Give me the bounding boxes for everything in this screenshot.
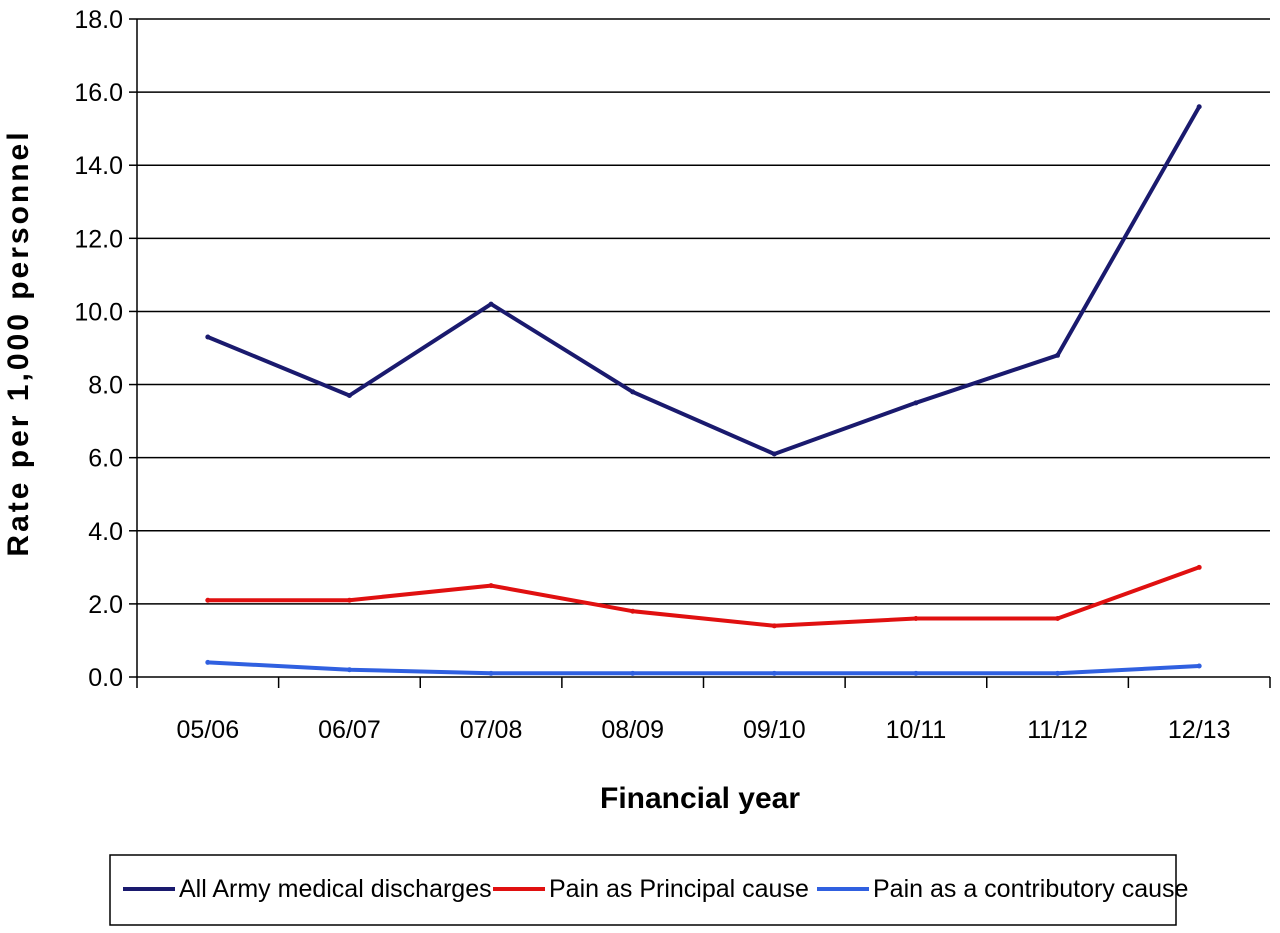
- x-tick-label: 06/07: [318, 716, 381, 744]
- data-point: [1196, 564, 1202, 570]
- legend-label: All Army medical discharges: [179, 875, 492, 903]
- x-tick-label: 08/09: [601, 716, 664, 744]
- data-point: [1055, 352, 1061, 358]
- y-tick-label: 0.0: [88, 664, 123, 692]
- data-point: [913, 616, 919, 622]
- y-tick-label: 10.0: [74, 298, 123, 326]
- data-point: [488, 670, 494, 676]
- data-point: [1055, 616, 1061, 622]
- series-lines: [205, 104, 1202, 676]
- x-axis-title: Financial year: [600, 782, 800, 815]
- data-point: [630, 389, 636, 395]
- x-tick-label: 10/11: [886, 716, 947, 744]
- legend: All Army medical discharges Pain as Princ…: [109, 854, 1188, 926]
- y-tick-label: 8.0: [88, 372, 123, 400]
- data-point: [346, 667, 352, 673]
- series-line: [205, 104, 1202, 456]
- legend-box: [109, 854, 1177, 926]
- y-tick-label: 2.0: [88, 591, 123, 619]
- y-axis-title: Rate per 1,000 personnel: [2, 129, 35, 556]
- data-point: [771, 670, 777, 676]
- data-point: [630, 608, 636, 614]
- y-tick-label: 6.0: [88, 445, 123, 473]
- data-point: [913, 670, 919, 676]
- data-point: [913, 400, 919, 406]
- data-point: [630, 670, 636, 676]
- y-tick-label: 14.0: [74, 152, 123, 180]
- x-tick-label: 09/10: [743, 716, 806, 744]
- data-point: [1196, 104, 1202, 110]
- data-point: [1055, 670, 1061, 676]
- axes: 0.0 2.0 4.0 6.0 8.0 10.0 12.0 14.0 16.0 18.0 05/06…: [74, 6, 1271, 744]
- legend-label: Pain as Principal cause: [549, 875, 809, 903]
- gridlines: [137, 18, 1270, 605]
- data-point: [205, 597, 211, 603]
- legend-label: Pain as a contributory cause: [873, 875, 1188, 903]
- data-point: [488, 301, 494, 307]
- x-tick-label: 05/06: [177, 716, 240, 744]
- x-tick-label: 11/12: [1027, 716, 1088, 744]
- series-line: [205, 565, 1202, 628]
- data-point: [205, 659, 211, 665]
- data-point: [1196, 663, 1202, 669]
- data-point: [205, 334, 211, 340]
- x-tick-label: 12/13: [1168, 716, 1231, 744]
- y-tick-label: 4.0: [88, 518, 123, 546]
- y-tick-label: 18.0: [74, 6, 123, 34]
- x-tick-label: 07/08: [460, 716, 523, 744]
- y-tick-label: 16.0: [74, 79, 123, 107]
- data-point: [346, 393, 352, 399]
- data-point: [771, 623, 777, 629]
- series-line: [205, 660, 1202, 676]
- y-tick-label: 12.0: [74, 225, 123, 253]
- data-point: [488, 583, 494, 589]
- data-point: [346, 597, 352, 603]
- data-point: [771, 451, 777, 457]
